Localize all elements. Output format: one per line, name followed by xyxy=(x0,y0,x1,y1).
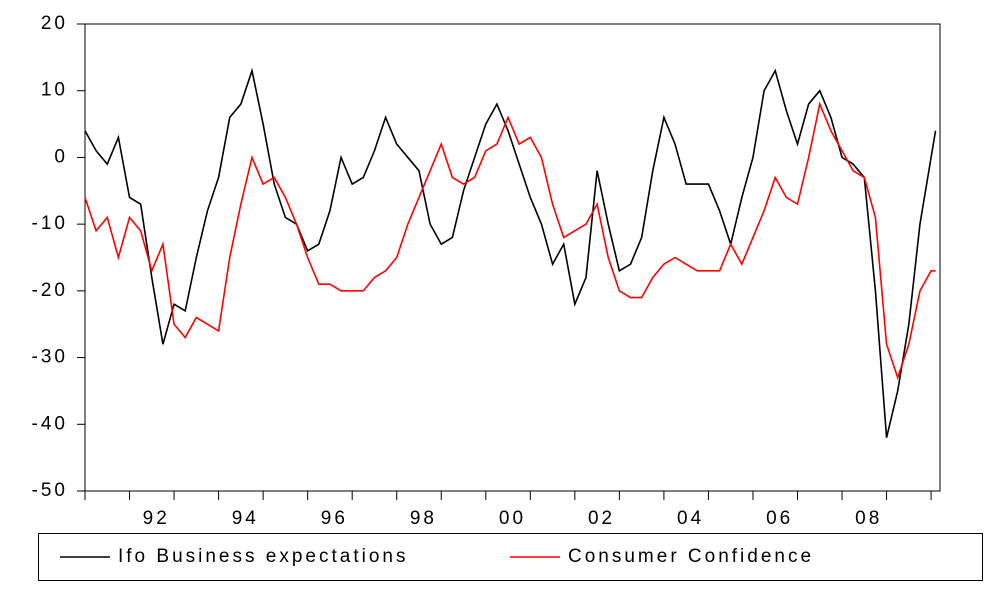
x-tick-label: 94 xyxy=(232,508,259,529)
x-tick-label: 96 xyxy=(321,508,348,529)
x-tick-label: 04 xyxy=(677,508,704,529)
series-line xyxy=(84,101,936,381)
x-tick-label: 02 xyxy=(588,508,615,529)
y-tick-label: -30 xyxy=(32,347,68,368)
legend-box xyxy=(38,533,983,581)
legend-label: Ifo Business expectations xyxy=(118,546,408,567)
x-tick-label: 06 xyxy=(766,508,793,529)
plot-frame xyxy=(84,23,941,492)
y-tick-label: -10 xyxy=(32,213,68,234)
series-line xyxy=(84,67,937,438)
x-tick-label: 92 xyxy=(143,508,170,529)
y-tick-label: -40 xyxy=(32,413,68,434)
x-tick-label: 08 xyxy=(855,508,882,529)
y-tick-label: 20 xyxy=(41,13,68,34)
y-tick-label: -20 xyxy=(32,280,68,301)
legend-label: Consumer Confidence xyxy=(568,546,814,567)
y-tick-label: 0 xyxy=(54,146,68,167)
y-tick-label: 10 xyxy=(41,80,68,101)
x-tick-label: 98 xyxy=(410,508,437,529)
y-tick-label: -50 xyxy=(32,480,68,501)
x-tick-label: 00 xyxy=(499,508,526,529)
